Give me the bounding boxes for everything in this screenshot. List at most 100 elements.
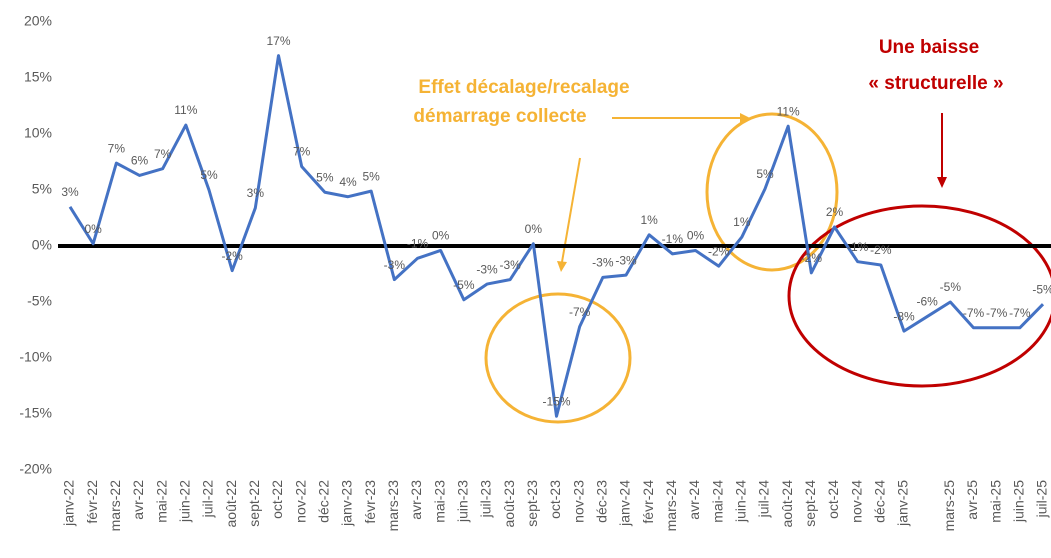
annotation: Une baisse « structurelle » xyxy=(868,37,1003,94)
data-label: -1% xyxy=(662,232,684,246)
x-tick-label: nov-23 xyxy=(570,480,586,523)
data-label: -1% xyxy=(407,236,429,250)
x-tick-label: nov-22 xyxy=(292,480,308,523)
x-tick-label: févr-22 xyxy=(84,480,100,524)
data-label: -15% xyxy=(542,394,570,408)
data-label: -3% xyxy=(615,253,637,267)
data-label: -3% xyxy=(499,258,521,272)
x-tick-label: août-23 xyxy=(501,480,517,528)
y-tick-label: 5% xyxy=(32,181,52,197)
data-label: 1% xyxy=(733,215,751,229)
x-tick-label: oct-24 xyxy=(825,480,841,519)
annotation-line: démarrage collecte xyxy=(413,106,586,127)
data-label: 0% xyxy=(687,229,705,243)
x-tick-label: mai-25 xyxy=(987,480,1003,523)
x-tick-label: août-22 xyxy=(223,480,239,528)
x-tick-label: déc-24 xyxy=(872,480,888,523)
arrow-head xyxy=(937,177,947,188)
x-tick-label: févr-24 xyxy=(640,480,656,524)
y-tick-label: 0% xyxy=(32,237,52,253)
data-label: 11% xyxy=(777,104,800,118)
x-tick-label: févr-23 xyxy=(362,480,378,524)
x-tick-label: mars-25 xyxy=(941,480,957,532)
data-label: 5% xyxy=(756,167,774,181)
x-tick-label: déc-23 xyxy=(594,480,610,523)
x-tick-label: mai-23 xyxy=(431,480,447,523)
data-label: 5% xyxy=(316,170,334,184)
data-label: -2% xyxy=(801,251,823,265)
data-label: 0% xyxy=(525,222,543,236)
arrow-head xyxy=(557,261,567,272)
data-label: 6% xyxy=(131,154,149,168)
x-tick-label: mai-24 xyxy=(709,480,725,523)
y-tick-label: -20% xyxy=(19,461,52,477)
data-label: -1% xyxy=(847,240,869,254)
x-tick-label: juil-24 xyxy=(756,480,772,519)
data-label: -7% xyxy=(1009,306,1031,320)
x-tick-label: janv-24 xyxy=(617,480,633,527)
y-tick-label: -10% xyxy=(19,349,52,365)
highlight-circle xyxy=(484,292,632,424)
x-tick-label: juil-22 xyxy=(200,480,216,519)
x-tick-label: août-24 xyxy=(779,480,795,528)
x-tick-label: mars-24 xyxy=(663,480,679,532)
x-tick-label: nov-24 xyxy=(848,480,864,523)
data-label: -2% xyxy=(870,243,892,257)
x-tick-label: juin-24 xyxy=(733,480,749,523)
data-label: 5% xyxy=(362,169,380,183)
x-tick-label: oct-22 xyxy=(269,480,285,519)
data-label: -6% xyxy=(916,295,938,309)
x-tick-label: avr-25 xyxy=(964,480,980,520)
highlight-circle xyxy=(787,204,1051,388)
data-label: 5% xyxy=(200,168,218,182)
x-tick-label: juil-25 xyxy=(1034,480,1050,519)
arrow-head xyxy=(740,113,750,123)
data-label: 2% xyxy=(826,205,844,219)
x-tick-label: juil-23 xyxy=(478,480,494,519)
y-tick-label: 10% xyxy=(24,125,52,141)
data-label: 0% xyxy=(432,229,450,243)
x-tick-label: juin-22 xyxy=(177,480,193,523)
data-label: -5% xyxy=(940,280,962,294)
y-tick-label: -15% xyxy=(19,405,52,421)
data-label: -7% xyxy=(986,306,1008,320)
data-label: 7% xyxy=(108,141,126,155)
data-label: -3% xyxy=(592,256,614,270)
data-label: -5% xyxy=(453,278,475,292)
line-series xyxy=(68,54,1045,418)
data-label: 11% xyxy=(174,103,197,117)
x-tick-label: juin-23 xyxy=(455,480,471,523)
y-tick-label: 20% xyxy=(24,13,52,29)
annotation: Effet décalage/recalage démarrage collec… xyxy=(413,77,629,127)
data-label: 1% xyxy=(640,213,658,227)
data-label: 7% xyxy=(154,147,172,161)
data-label: 3% xyxy=(247,186,265,200)
data-label: -7% xyxy=(963,306,985,320)
x-tick-label: janv-22 xyxy=(61,480,77,527)
x-tick-label: juin-25 xyxy=(1011,480,1027,523)
data-label: 3% xyxy=(61,185,79,199)
data-label: 0% xyxy=(84,222,102,236)
x-tick-label: avr-24 xyxy=(686,480,702,520)
x-tick-label: avr-22 xyxy=(130,480,146,520)
annotation-line: Effet décalage/recalage xyxy=(418,77,629,98)
x-tick-label: sept-24 xyxy=(802,480,818,527)
x-tick-label: oct-23 xyxy=(547,480,563,519)
x-tick-label: avr-23 xyxy=(408,480,424,520)
x-tick-label: sept-23 xyxy=(524,480,540,527)
data-label: -3% xyxy=(476,262,498,276)
data-label: -3% xyxy=(384,258,406,272)
data-label: -2% xyxy=(221,249,243,263)
data-label: 17% xyxy=(266,34,290,48)
data-label: -7% xyxy=(569,305,591,319)
data-label: 4% xyxy=(339,175,357,189)
data-label: -5% xyxy=(1032,282,1051,296)
x-tick-label: mai-22 xyxy=(153,480,169,523)
data-label: -2% xyxy=(708,244,730,258)
x-tick-label: janv-23 xyxy=(339,480,355,527)
y-tick-label: 15% xyxy=(24,69,52,85)
x-tick-label: mars-23 xyxy=(385,480,401,532)
annotation-line: « structurelle » xyxy=(868,73,1003,94)
x-tick-label: déc-22 xyxy=(316,480,332,523)
